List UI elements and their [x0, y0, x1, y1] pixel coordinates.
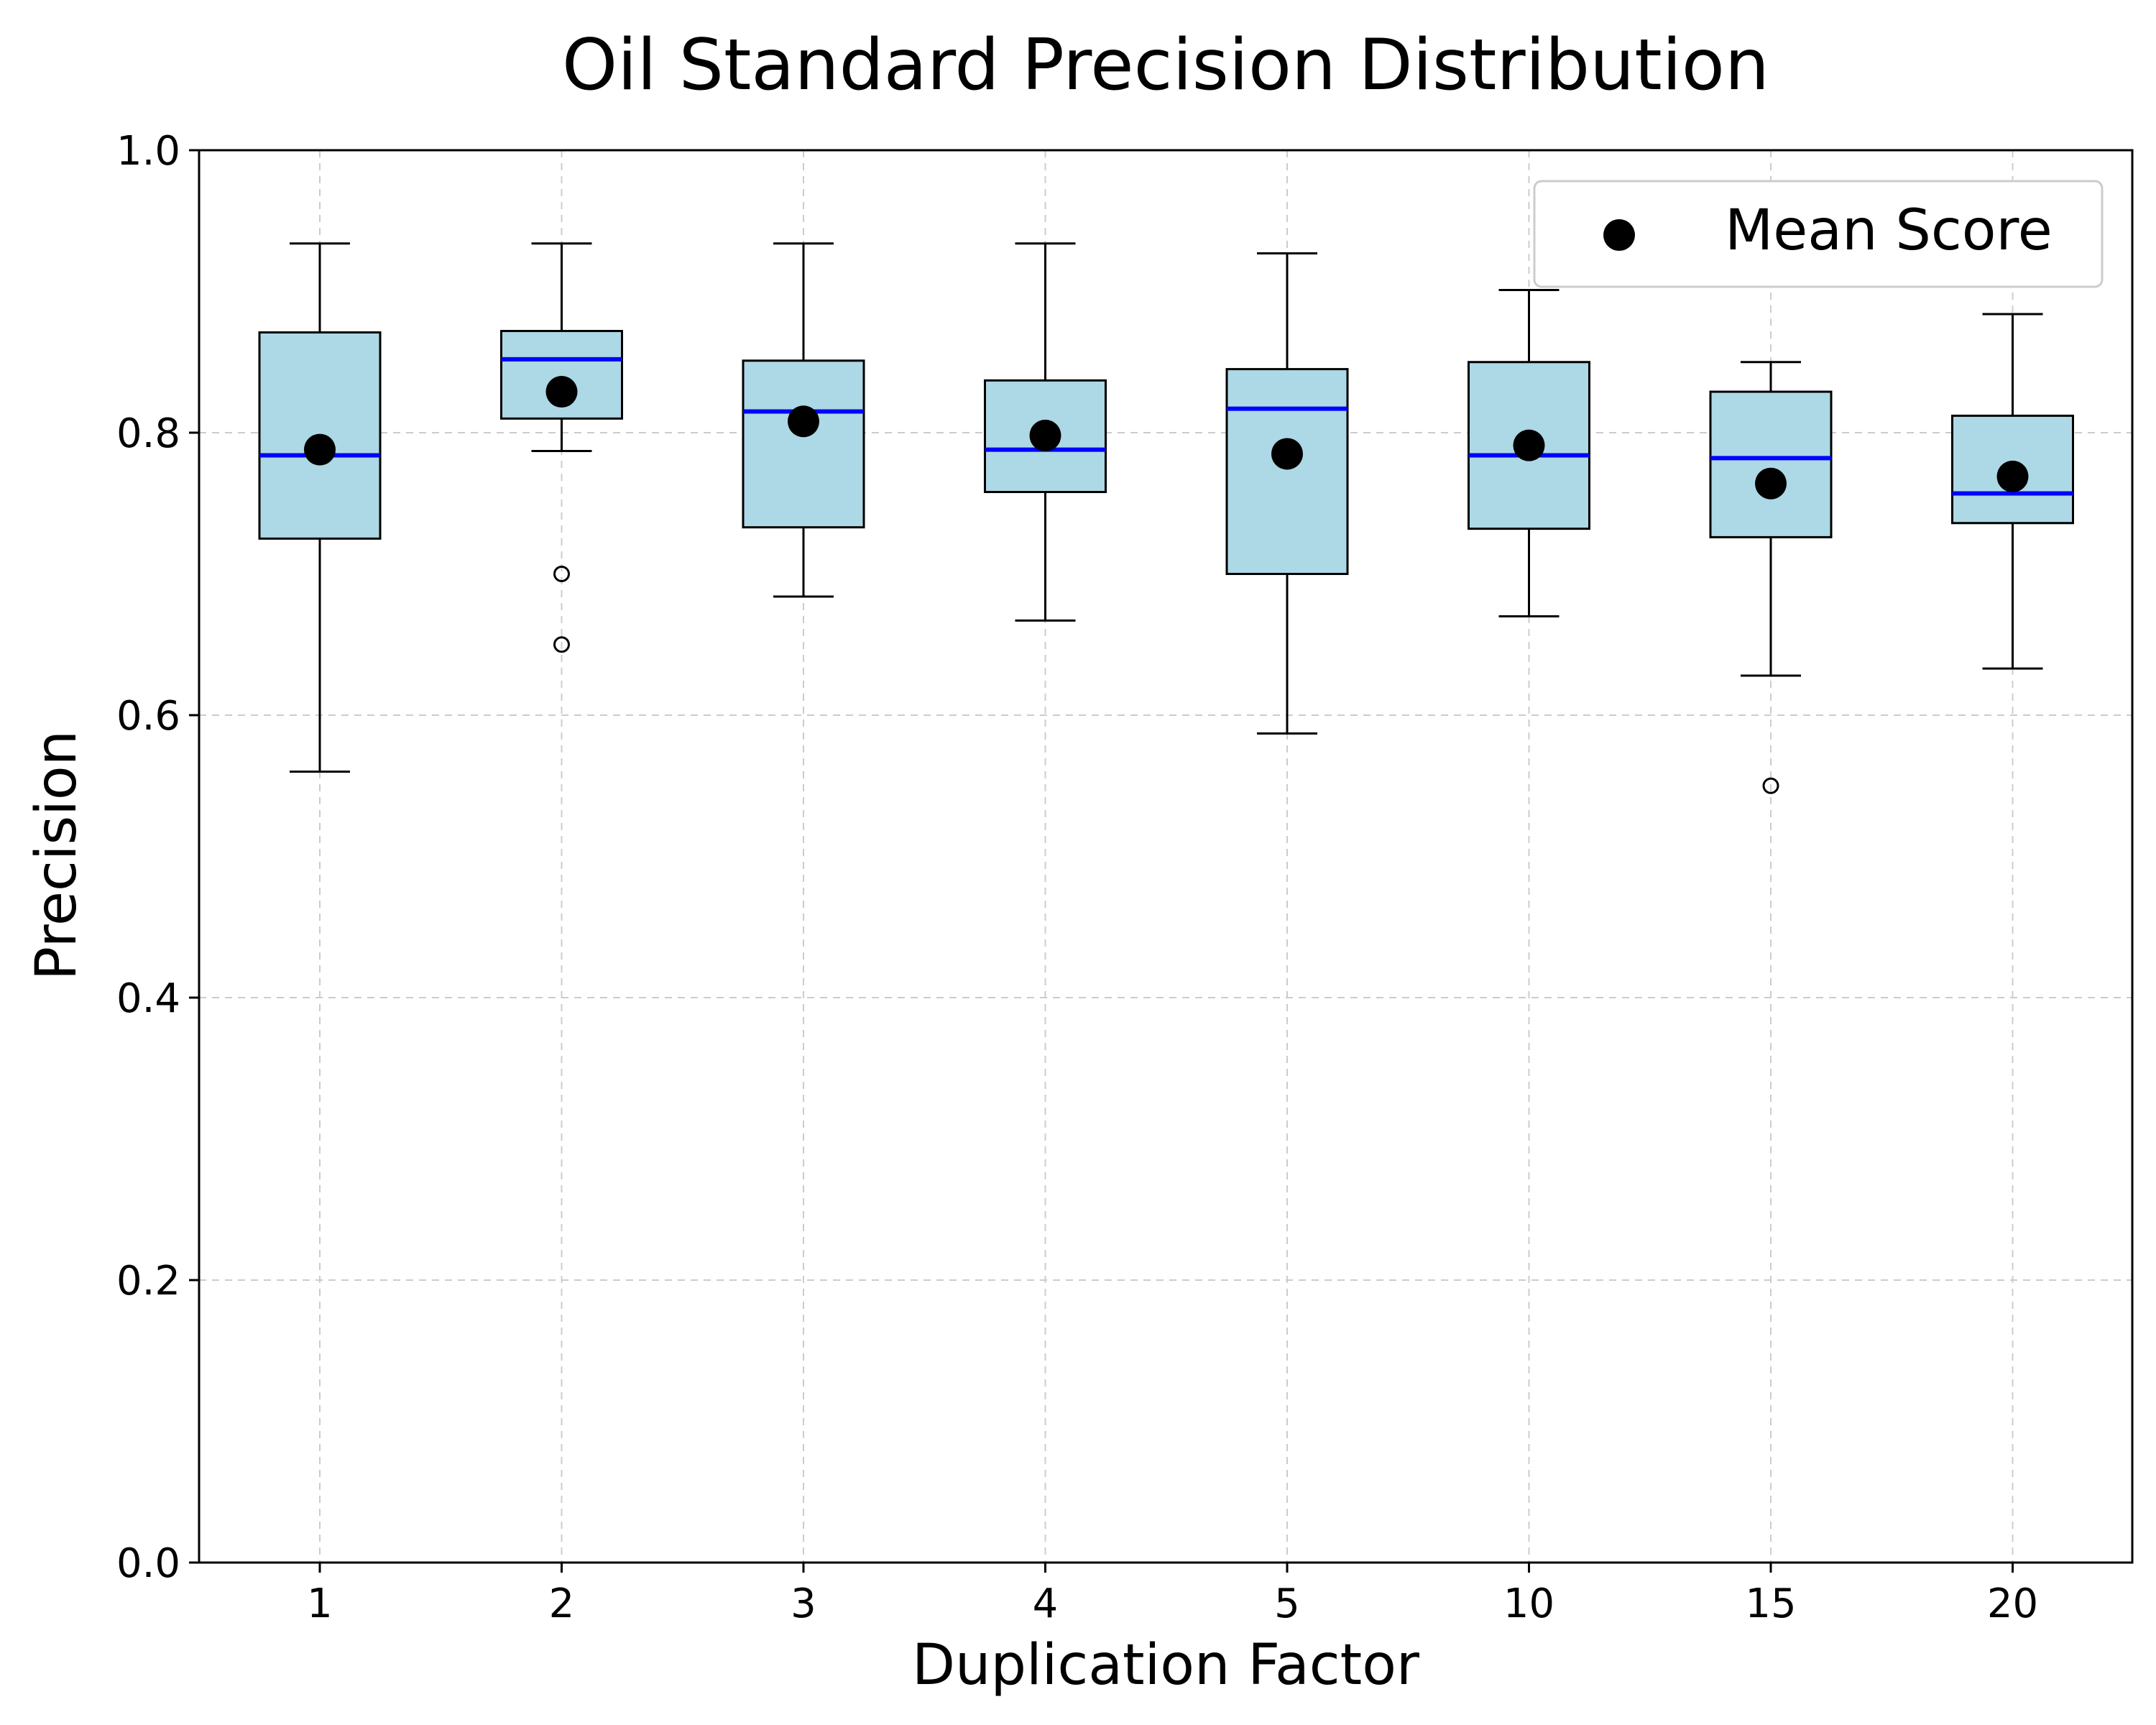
x-tick-label: 15	[1745, 1581, 1796, 1627]
mean-point	[1755, 467, 1787, 500]
chart-title: Oil Standard Precision Distribution	[562, 24, 1769, 106]
box-group-10	[1468, 289, 1590, 617]
mean-point	[545, 376, 578, 408]
box-group-3	[742, 242, 865, 598]
box-group-2	[500, 242, 623, 653]
legend-box	[1533, 180, 2104, 288]
box-group-4	[984, 242, 1107, 622]
x-tick-label: 5	[1274, 1581, 1300, 1627]
mean-point	[1513, 429, 1545, 461]
mean-point	[1271, 438, 1303, 470]
x-tick-label: 3	[791, 1581, 816, 1627]
mean-point	[304, 433, 336, 466]
y-tick-label: 0.8	[116, 410, 180, 457]
iqr-box	[984, 379, 1107, 494]
box-group-5	[1225, 252, 1349, 735]
iqr-box	[1709, 390, 1833, 538]
x-axis: 1 2 3 4 5 10 15 20	[307, 1563, 2038, 1627]
x-tick-label: 2	[549, 1581, 575, 1627]
box-group-20	[1951, 313, 2074, 670]
box-group-1	[258, 242, 382, 773]
x-tick-label: 10	[1503, 1581, 1554, 1627]
iqr-box	[742, 359, 865, 529]
x-tick-label: 4	[1033, 1581, 1059, 1627]
outlier-point	[553, 566, 570, 582]
y-tick-label: 0.4	[116, 975, 180, 1022]
mean-point	[1996, 460, 2029, 492]
y-tick-label: 0.6	[116, 693, 180, 740]
outlier-point	[1762, 777, 1779, 794]
legend-label: Mean Score	[1725, 198, 2053, 263]
y-axis-label: Precision	[24, 730, 89, 980]
y-axis: 0.0 0.2 0.4 0.6 0.8 1.0	[116, 128, 199, 1587]
plot-frame	[198, 149, 2134, 1564]
mean-point	[788, 405, 819, 438]
boxes	[258, 242, 2074, 794]
legend-mean-marker	[1603, 219, 1635, 251]
legend: Mean Score	[1533, 180, 2104, 288]
box-group-15	[1709, 361, 1833, 794]
y-tick-label: 0.0	[116, 1540, 180, 1587]
outlier-point	[553, 636, 570, 653]
y-tick-label: 1.0	[116, 128, 180, 175]
x-tick-label: 20	[1987, 1581, 2038, 1627]
y-tick-label: 0.2	[116, 1258, 180, 1305]
iqr-box	[1225, 368, 1349, 575]
x-tick-label: 1	[307, 1581, 333, 1627]
x-axis-label: Duplication Factor	[912, 1633, 1420, 1698]
mean-point	[1029, 419, 1061, 451]
